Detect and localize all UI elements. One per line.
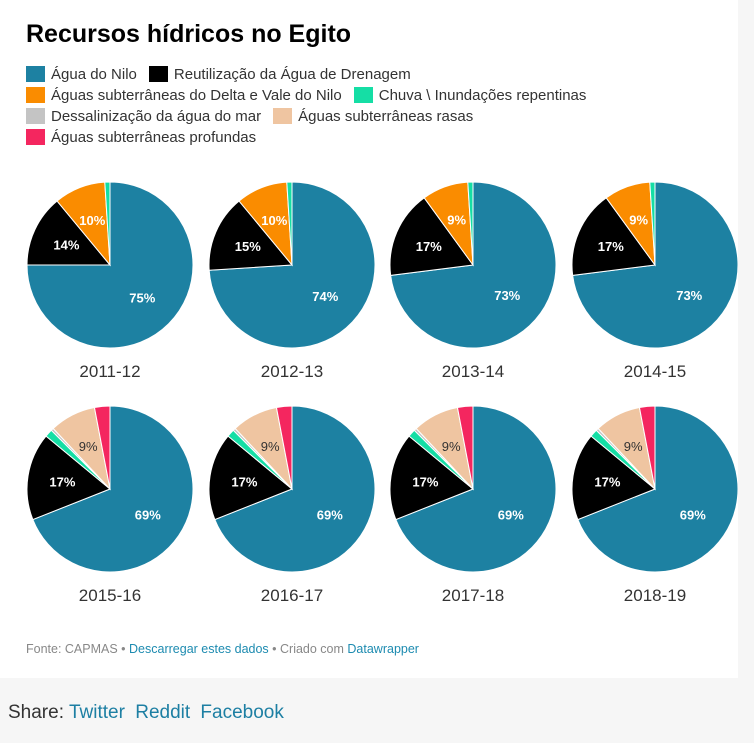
source-text: Fonte: CAPMAS	[26, 642, 118, 656]
legend-swatch	[273, 108, 293, 124]
share-label: Share:	[8, 702, 64, 723]
legend-label: Água do Nilo	[51, 66, 137, 83]
slice-label: 9%	[79, 439, 98, 454]
legend-label: Águas subterrâneas rasas	[298, 108, 474, 125]
slice-label: 69%	[135, 508, 161, 523]
slice-label: 9%	[447, 213, 466, 228]
chart-title: Recursos hídricos no Egito	[26, 20, 352, 48]
pie-slice	[395, 405, 557, 573]
legend-swatch	[353, 87, 373, 103]
separator: •	[117, 642, 130, 656]
share-reddit[interactable]: Reddit	[135, 702, 191, 723]
legend-swatch	[26, 87, 45, 103]
datawrapper-link[interactable]: Datawrapper	[347, 642, 419, 656]
pie-slice	[638, 405, 656, 490]
source-line: Fonte: CAPMAS • Descarregar estes dados …	[26, 642, 419, 656]
pie-slice	[389, 435, 474, 521]
legend-label: Águas subterrâneas profundas	[51, 129, 257, 146]
pie-slice	[275, 405, 293, 490]
slice-label: 9%	[261, 439, 280, 454]
pie-slice	[214, 405, 376, 573]
pie-slice	[26, 435, 111, 521]
slice-label: 9%	[624, 439, 643, 454]
slice-label: 17%	[49, 474, 75, 489]
slice-label: 69%	[498, 508, 524, 523]
legend-swatch	[26, 66, 45, 82]
slice-label: 69%	[680, 508, 706, 523]
slice-label: 69%	[317, 508, 343, 523]
pie-slice	[286, 181, 293, 266]
slice-label: 14%	[53, 238, 79, 253]
pie-slice	[467, 181, 474, 266]
legend-label: Águas subterrâneas do Delta e Vale do Ni…	[51, 87, 342, 104]
legend-item: Águas subterrâneas profundas	[26, 127, 256, 148]
slice-label: 17%	[594, 474, 620, 489]
slice-label: 73%	[676, 288, 702, 303]
slice-label: 73%	[494, 288, 520, 303]
pie-charts: 75%14%10%2011-1274%15%10%2012-1373%17%9%…	[26, 181, 738, 605]
legend-swatch	[148, 66, 168, 82]
legend-item: Água do Nilo	[26, 64, 137, 85]
slice-label: 10%	[79, 213, 105, 228]
slice-label: 10%	[261, 213, 287, 228]
pie-year-label: 2014-15	[624, 362, 686, 381]
slice-label: 15%	[235, 239, 261, 254]
pie-year-label: 2017-18	[442, 586, 504, 605]
legend-item: Águas subterrâneas rasas	[273, 106, 473, 127]
legend-swatch	[26, 129, 45, 145]
pie-year-label: 2011-12	[79, 362, 140, 381]
created-with-text: • Criado com	[268, 642, 348, 656]
legend-item: Chuva \ Inundações repentinas	[353, 85, 587, 106]
slice-label: 17%	[416, 239, 442, 254]
chart-card: Recursos hídricos no Egito Água do Nilo R…	[26, 20, 738, 656]
pie-slice	[32, 405, 194, 573]
pie-year-label: 2016-17	[261, 586, 323, 605]
share-facebook[interactable]: Facebook	[200, 702, 284, 723]
share-bar: Share: Twitter Reddit Facebook	[8, 702, 284, 724]
pie-slice	[208, 200, 294, 271]
share-twitter[interactable]: Twitter	[68, 702, 125, 723]
pie-slice	[26, 200, 112, 266]
slice-label: 17%	[412, 474, 438, 489]
legend-swatch	[26, 108, 45, 124]
pie-slice	[26, 181, 194, 349]
pie-slice	[208, 435, 293, 521]
legend: Água do Nilo Reutilização da Água de Dren…	[26, 64, 666, 148]
pie-slice	[104, 181, 111, 266]
slice-label: 17%	[231, 474, 257, 489]
pie-slice	[649, 181, 656, 266]
pie-year-label: 2013-14	[442, 362, 504, 381]
pie-slice	[571, 197, 656, 276]
pie-slice	[571, 435, 656, 521]
pie-year-label: 2015-16	[79, 586, 141, 605]
pie-slice	[577, 405, 738, 573]
legend-label: Chuva \ Inundações repentinas	[378, 87, 587, 104]
legend-item: Dessalinização da água do mar	[26, 106, 261, 127]
legend-label: Reutilização da Água de Drenagem	[173, 66, 411, 83]
download-data-link[interactable]: Descarregar estes dados	[129, 642, 269, 656]
pie-year-label: 2018-19	[624, 586, 686, 605]
slice-label: 75%	[129, 290, 155, 305]
pie-slice	[389, 197, 474, 276]
slice-label: 17%	[598, 239, 624, 254]
slice-label: 9%	[442, 439, 461, 454]
legend-item: Águas subterrâneas do Delta e Vale do Ni…	[26, 85, 342, 106]
pie-year-label: 2012-13	[261, 362, 323, 381]
pie-slice	[456, 405, 474, 490]
legend-item: Reutilização da Água de Drenagem	[148, 64, 411, 85]
pie-slice	[93, 405, 111, 490]
legend-label: Dessalinização da água do mar	[51, 108, 262, 125]
slice-label: 9%	[629, 213, 648, 228]
slice-label: 74%	[312, 289, 338, 304]
